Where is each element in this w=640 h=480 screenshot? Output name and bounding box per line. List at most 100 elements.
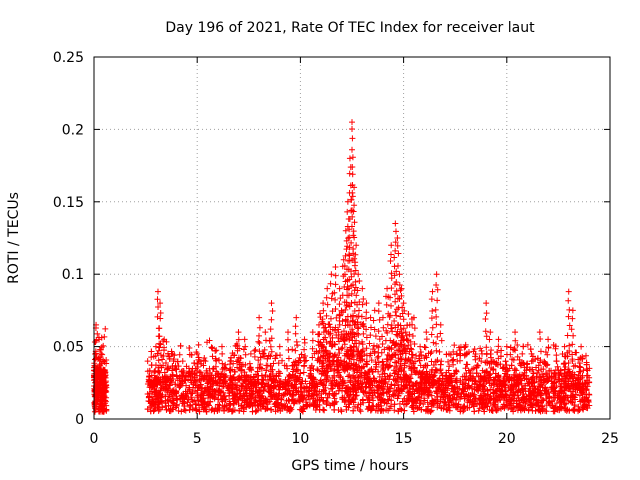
data-point — [205, 402, 212, 409]
data-point — [501, 394, 508, 401]
data-point — [350, 356, 357, 363]
data-point — [242, 361, 249, 368]
data-point — [162, 386, 169, 393]
data-point — [323, 294, 330, 301]
data-point — [349, 193, 356, 200]
data-point — [446, 404, 453, 411]
data-point — [351, 321, 358, 328]
data-point — [496, 377, 503, 384]
data-point — [263, 398, 270, 405]
data-point — [289, 346, 296, 353]
data-point — [417, 379, 424, 386]
data-point — [261, 346, 268, 353]
data-point — [333, 314, 340, 321]
data-point — [195, 341, 202, 348]
data-point — [188, 390, 195, 397]
data-point — [152, 353, 159, 360]
data-point — [253, 407, 260, 414]
data-point — [438, 392, 445, 399]
data-point — [446, 372, 453, 379]
data-point — [165, 377, 172, 384]
data-point — [437, 361, 444, 368]
data-point — [293, 338, 300, 345]
data-point — [388, 275, 395, 282]
data-point — [236, 407, 243, 414]
data-point — [242, 343, 249, 350]
data-point — [551, 408, 558, 415]
data-point — [202, 358, 209, 365]
data-point — [347, 398, 354, 405]
data-point — [319, 397, 326, 404]
data-point — [221, 403, 228, 410]
data-point — [267, 326, 274, 333]
data-point — [571, 394, 578, 401]
data-point — [279, 357, 286, 364]
data-point — [226, 367, 233, 374]
data-point — [434, 393, 441, 400]
data-point — [339, 344, 346, 351]
data-point — [348, 299, 355, 306]
data-point — [252, 346, 259, 353]
data-point — [370, 317, 377, 324]
data-point — [346, 386, 353, 393]
data-point — [553, 400, 560, 407]
data-point — [549, 402, 556, 409]
data-point — [346, 155, 353, 162]
data-point — [155, 303, 162, 310]
data-point — [392, 220, 399, 227]
data-point — [344, 283, 351, 290]
data-point — [411, 368, 418, 375]
data-point — [341, 334, 348, 341]
data-point — [348, 344, 355, 351]
data-point — [473, 370, 480, 377]
data-point — [148, 348, 155, 355]
data-point — [292, 330, 299, 337]
data-point — [343, 237, 350, 244]
data-point — [494, 381, 501, 388]
data-point — [316, 396, 323, 403]
data-point — [433, 388, 440, 395]
data-point — [321, 387, 328, 394]
data-point — [542, 391, 549, 398]
data-point — [282, 403, 289, 410]
data-point — [384, 396, 391, 403]
data-point — [292, 323, 299, 330]
data-point — [251, 379, 258, 386]
data-point — [579, 372, 586, 379]
data-point — [554, 363, 561, 370]
data-point — [346, 170, 353, 177]
data-point — [470, 403, 477, 410]
data-point — [242, 351, 249, 358]
data-point — [571, 402, 578, 409]
data-point — [92, 379, 99, 386]
data-point — [582, 352, 589, 359]
data-point — [222, 361, 229, 368]
data-point — [328, 295, 335, 302]
data-point — [415, 394, 422, 401]
data-point — [346, 355, 353, 362]
data-point — [219, 360, 226, 367]
data-point — [183, 382, 190, 389]
data-point — [361, 372, 368, 379]
data-point — [343, 299, 350, 306]
data-point — [101, 394, 108, 401]
data-point — [338, 408, 345, 415]
data-point — [268, 407, 275, 414]
data-point — [191, 377, 198, 384]
data-point — [332, 306, 339, 313]
data-point — [266, 388, 273, 395]
data-point — [351, 403, 358, 410]
data-point — [204, 380, 211, 387]
data-point — [341, 341, 348, 348]
data-point — [284, 365, 291, 372]
data-point — [360, 330, 367, 337]
data-point — [506, 374, 513, 381]
data-point — [247, 350, 254, 357]
data-point — [552, 388, 559, 395]
data-point — [391, 254, 398, 261]
data-point — [272, 379, 279, 386]
data-point — [517, 402, 524, 409]
data-point — [577, 387, 584, 394]
data-point — [184, 399, 191, 406]
data-point — [97, 369, 104, 376]
